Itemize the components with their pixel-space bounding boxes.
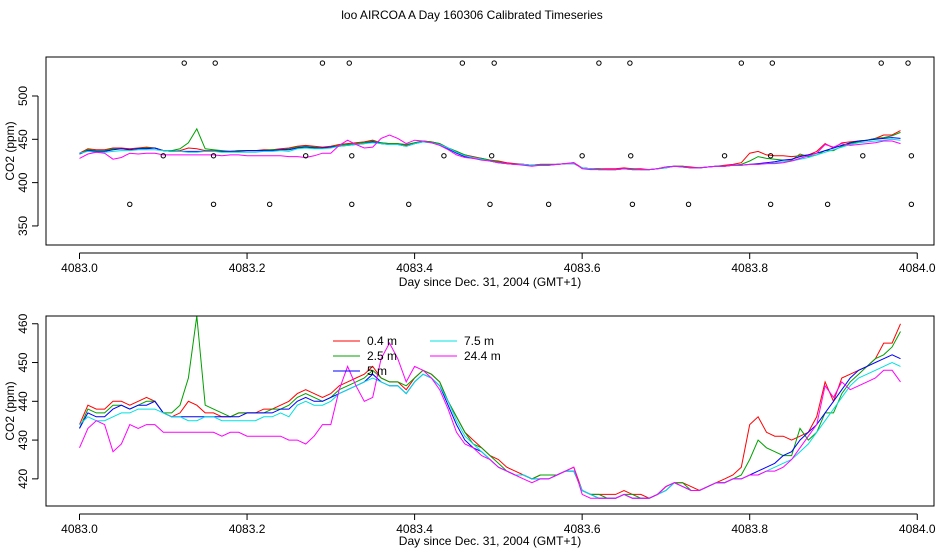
bottom-x-tick-label: 4083.2: [229, 522, 266, 536]
bottom-y-tick-label: 420: [16, 469, 30, 489]
bottom-y-axis-label: CO2 (ppm): [3, 381, 17, 440]
top-marker-point: [685, 201, 692, 207]
top-marker-point: [160, 153, 166, 159]
top-marker-point: [738, 60, 745, 66]
legend-label: 24.4 m: [464, 349, 501, 363]
bottom-series-line: [79, 315, 901, 499]
legend-label: 5 m: [367, 364, 387, 378]
top-marker-point: [767, 201, 774, 207]
top-marker-point: [487, 201, 493, 207]
top-marker-point: [181, 60, 187, 66]
bottom-y-tick-label: 430: [16, 430, 30, 450]
top-marker-point: [579, 153, 585, 159]
bottom-plot-frame: [45, 315, 935, 507]
top-y-axis: 350 400 450 500: [16, 86, 39, 236]
top-y-tick-label: 400: [16, 172, 30, 192]
bottom-y-tick-label: 450: [16, 352, 30, 372]
bottom-x-axis: 4083.0 4083.2 4083.4 4083.6 4083.8 4084.0: [61, 513, 936, 536]
top-panel-marks: [79, 60, 915, 207]
top-marker-point: [721, 153, 728, 159]
top-marker-point: [545, 201, 552, 207]
top-marker-point: [629, 201, 636, 207]
legend: 0.4 m2.5 m5 m 7.5 m24.4 m: [333, 334, 501, 378]
top-marker-point: [769, 60, 776, 66]
top-plot-frame: [45, 56, 935, 246]
top-x-tick-label: 4083.4: [396, 261, 433, 275]
bottom-y-tick-label: 460: [16, 313, 30, 333]
top-x-axis: 4083.0 4083.2 4083.4 4083.6 4083.8 4084.0: [61, 252, 936, 275]
top-marker-point: [459, 60, 466, 66]
top-marker-point: [127, 201, 133, 207]
top-marker-point: [210, 201, 217, 207]
top-marker-point: [824, 201, 831, 207]
bottom-panel-lines: [79, 315, 901, 499]
top-marker-point: [319, 60, 326, 66]
top-series-line: [79, 127, 901, 171]
top-marker-point: [346, 60, 352, 66]
top-x-axis-label: Day since Dec. 31, 2004 (GMT+1): [399, 275, 581, 289]
top-marker-point: [596, 60, 602, 66]
top-x-tick-label: 4083.6: [564, 261, 601, 275]
bottom-x-tick-label: 4083.6: [564, 522, 601, 536]
top-marker-point: [441, 153, 447, 159]
top-marker-point: [302, 153, 309, 159]
bottom-y-axis: 420 430 440 450 460: [16, 313, 39, 489]
bottom-panel: 4083.0 4083.2 4083.4 4083.6 4083.8 4084.0 420…: [3, 313, 936, 548]
top-marker-point: [488, 153, 495, 159]
top-x-tick-label: 4084.0: [899, 261, 936, 275]
bottom-x-tick-label: 4084.0: [899, 522, 936, 536]
bottom-x-tick-label: 4083.0: [61, 522, 98, 536]
top-x-tick-label: 4083.8: [731, 261, 768, 275]
top-series-line: [79, 134, 901, 171]
bottom-x-axis-label: Day since Dec. 31, 2004 (GMT+1): [399, 534, 581, 548]
top-marker-point: [491, 60, 497, 66]
top-marker-point: [908, 153, 915, 159]
chart-title: loo AIRCOA A Day 160306 Calibrated Times…: [341, 8, 602, 22]
top-marker-point: [905, 60, 911, 66]
top-marker-point: [627, 60, 633, 66]
top-marker-point: [266, 201, 273, 207]
top-marker-point: [767, 153, 774, 159]
legend-label: 2.5 m: [367, 349, 397, 363]
top-panel: 4083.0 4083.2 4083.4 4083.6 4083.8 4084.0 350…: [3, 56, 936, 289]
top-marker-point: [349, 201, 355, 207]
top-y-tick-label: 500: [16, 86, 30, 106]
top-marker-point: [406, 201, 412, 207]
top-marker-point: [908, 201, 915, 207]
top-x-tick-label: 4083.2: [229, 261, 266, 275]
top-marker-point: [349, 153, 355, 159]
top-y-tick-label: 450: [16, 129, 30, 149]
legend-label: 7.5 m: [464, 334, 494, 348]
bottom-y-tick-label: 440: [16, 391, 30, 411]
bottom-series-line: [79, 342, 901, 499]
top-marker-point: [210, 153, 217, 159]
top-marker-point: [628, 153, 634, 159]
bottom-x-tick-label: 4083.8: [731, 522, 768, 536]
legend-label: 0.4 m: [367, 334, 397, 348]
top-y-axis-label: CO2 (ppm): [3, 121, 17, 180]
top-marker-point: [860, 153, 866, 159]
top-x-tick-label: 4083.0: [61, 261, 98, 275]
top-marker-point: [878, 60, 884, 66]
top-y-tick-label: 350: [16, 216, 30, 236]
top-marker-point: [212, 60, 218, 66]
bottom-x-tick-label: 4083.4: [396, 522, 433, 536]
